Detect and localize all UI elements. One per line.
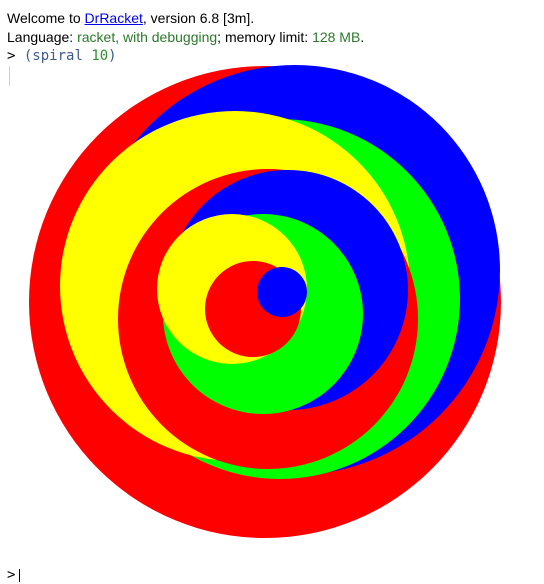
welcome-line: Welcome to DrRacket, version 6.8 [3m]. — [7, 9, 254, 27]
welcome-prefix: Welcome to — [7, 10, 85, 26]
language-label: Language: — [7, 29, 78, 45]
language-value: racket, with debugging — [77, 29, 218, 45]
output-margin-marker — [9, 66, 10, 86]
drracket-link[interactable]: DrRacket — [84, 10, 143, 26]
expr-arg: 10 — [91, 48, 109, 64]
repl-next-prompt-line[interactable]: > — [7, 567, 21, 583]
memory-suffix: . — [360, 29, 365, 45]
expr-close: ) — [108, 48, 117, 64]
repl-input-line: > (spiral 10) — [7, 47, 117, 65]
welcome-suffix: , version 6.8 [3m]. — [142, 10, 255, 26]
next-prompt: > — [7, 567, 16, 583]
spiral-image — [20, 64, 510, 540]
spiral-svg — [29, 65, 501, 538]
memory-label: ; memory limit: — [217, 29, 313, 45]
repl-prompt: > — [7, 48, 16, 64]
circle-blue-3 — [257, 267, 307, 317]
expr-open: (spiral — [23, 48, 92, 64]
memory-value: 128 MB — [312, 29, 361, 45]
text-caret — [19, 569, 21, 582]
language-line: Language: racket, with debugging; memory… — [7, 28, 364, 46]
